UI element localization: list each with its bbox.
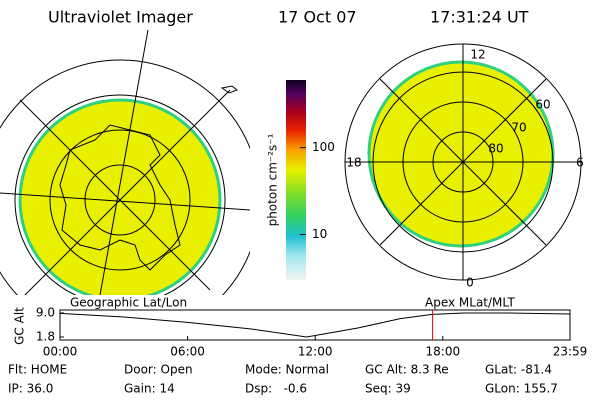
colorbar-label: photon cm⁻²s⁻¹ — [266, 133, 280, 226]
status-field: Mode: Normal — [245, 363, 329, 377]
x-tick-label: 12:00 — [298, 345, 333, 359]
time: 17:31:24 UT — [430, 8, 529, 27]
y-axis-label: GC Alt — [13, 307, 27, 345]
status-field: Door: Open — [124, 363, 193, 377]
date: 17 Oct 07 — [278, 8, 357, 27]
mlt-label: 12 — [470, 48, 485, 62]
x-tick-label: 00:00 — [43, 345, 78, 359]
status-field: Flt: HOME — [8, 363, 67, 377]
x-tick-label: 23:59 — [553, 345, 588, 359]
lat-label: 80 — [488, 142, 503, 156]
colorbar — [286, 80, 306, 280]
status-field: GLat: -81.4 — [485, 363, 552, 377]
status-field: Dsp: -0.6 — [245, 382, 307, 396]
x-tick-label: 06:00 — [170, 345, 205, 359]
x-tick-label: 18:00 — [426, 345, 461, 359]
status-field: GC Alt: 8.3 Re — [365, 363, 449, 377]
colorbar-tick-label: 10 — [312, 227, 327, 241]
map-label: Apex MLat/MLT — [425, 296, 515, 310]
lat-label: 60 — [535, 98, 550, 112]
geographic-map — [0, 30, 250, 295]
colorbar-tick-label: 100 — [312, 140, 335, 154]
mlt-label: 0 — [466, 276, 474, 290]
instrument: Ultraviolet Imager — [48, 8, 193, 27]
magnetic-map — [344, 43, 582, 281]
y-tick-label: 9.0 — [36, 306, 55, 320]
status-field: IP: 36.0 — [8, 382, 53, 396]
status-field: Gain: 14 — [124, 382, 175, 396]
status-field: Seq: 39 — [365, 382, 411, 396]
map-label: Geographic Lat/Lon — [70, 296, 187, 310]
y-tick-label: 1.8 — [36, 330, 55, 344]
altitude-line — [59, 312, 571, 338]
lat-label: 70 — [511, 121, 526, 135]
mlt-label: 6 — [576, 156, 584, 170]
mlt-label: 18 — [346, 156, 361, 170]
status-field: GLon: 155.7 — [485, 382, 558, 396]
